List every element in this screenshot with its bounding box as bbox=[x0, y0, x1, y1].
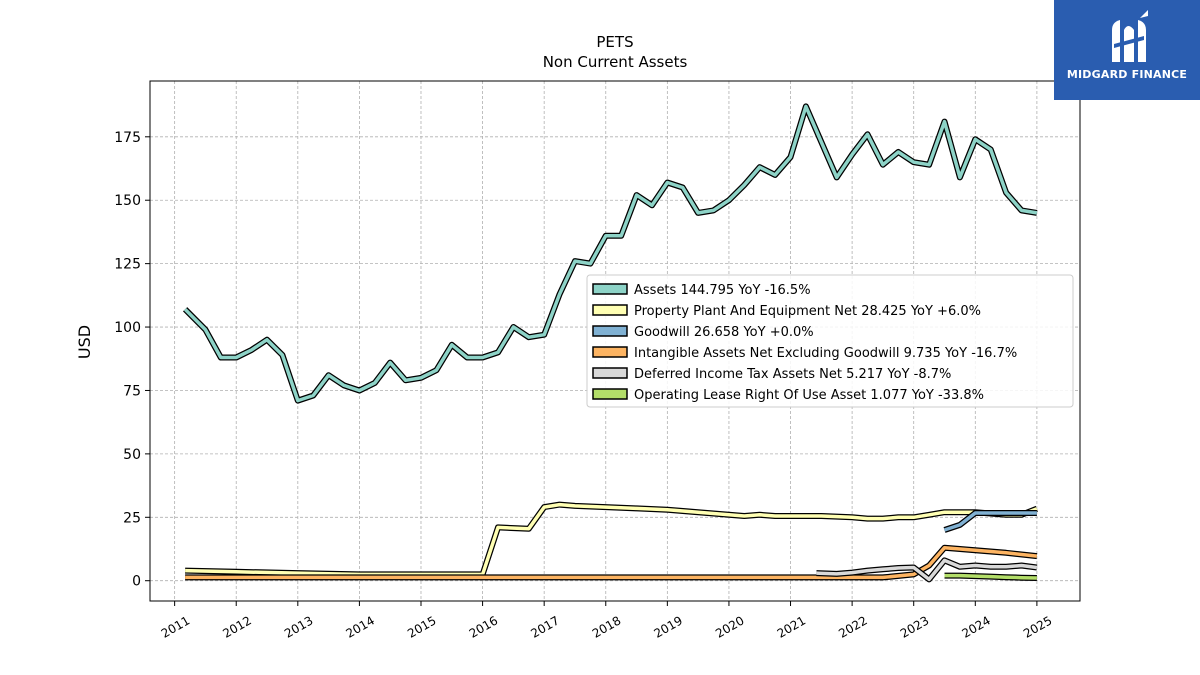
y-axis-label: USD bbox=[75, 325, 94, 359]
y-tick-label: 75 bbox=[123, 383, 141, 399]
series-line-1 bbox=[185, 501, 1039, 578]
legend-item: Operating Lease Right Of Use Asset 1.077… bbox=[592, 388, 984, 403]
y-tick-label: 100 bbox=[114, 320, 141, 336]
x-tick-label: 2025 bbox=[1021, 613, 1054, 640]
x-tick-label: 2021 bbox=[775, 613, 808, 640]
legend-swatch bbox=[592, 388, 628, 400]
y-tick-label: 50 bbox=[123, 447, 141, 463]
x-tick-label: 2016 bbox=[467, 613, 500, 640]
y-tick-label: 150 bbox=[114, 193, 141, 209]
x-tick-label: 2022 bbox=[836, 613, 869, 640]
legend-label: Deferred Income Tax Assets Net 5.217 YoY… bbox=[634, 367, 951, 382]
x-tick-label: 2017 bbox=[528, 613, 561, 640]
legend-label: Operating Lease Right Of Use Asset 1.077… bbox=[634, 388, 984, 403]
x-tick-label: 2018 bbox=[590, 613, 623, 640]
legend: Assets 144.795 YoY -16.5% Property Plant … bbox=[586, 274, 1074, 408]
y-tick-label: 25 bbox=[123, 510, 141, 526]
legend-item: Intangible Assets Net Excluding Goodwill… bbox=[592, 346, 1017, 361]
legend-swatch bbox=[592, 325, 628, 337]
chart-subtitle: Non Current Assets bbox=[542, 53, 688, 71]
x-axis: 2011 2012 2013 2014 2015 2016 2017 2018 2019 2020… bbox=[159, 601, 1055, 641]
plot-frame bbox=[149, 80, 1081, 602]
legend-item: Property Plant And Equipment Net 28.425 … bbox=[592, 304, 981, 319]
series-line-2 bbox=[943, 510, 1037, 533]
y-tick-label: 125 bbox=[114, 257, 141, 273]
legend-swatch bbox=[592, 367, 628, 379]
y-axis: 0 25 50 75 100 125 150 175 bbox=[114, 130, 150, 590]
midgard-logo-icon bbox=[1112, 10, 1148, 62]
brand-logo: MIDGARD FINANCE bbox=[1054, 0, 1200, 100]
legend-label: Intangible Assets Net Excluding Goodwill… bbox=[634, 346, 1017, 361]
legend-swatch bbox=[592, 346, 628, 358]
x-tick-label: 2019 bbox=[652, 613, 685, 640]
series-line-4 bbox=[816, 557, 1038, 583]
chart-title: PETS bbox=[596, 33, 634, 51]
legend-box bbox=[586, 274, 1074, 408]
legend-label: Property Plant And Equipment Net 28.425 … bbox=[634, 304, 981, 319]
brand-name: MIDGARD FINANCE bbox=[1066, 68, 1188, 81]
y-tick-label: 175 bbox=[114, 130, 141, 146]
x-tick-label: 2011 bbox=[159, 613, 192, 640]
x-tick-label: 2013 bbox=[282, 613, 315, 640]
x-tick-label: 2023 bbox=[898, 613, 931, 640]
y-tick-label: 0 bbox=[132, 574, 141, 590]
series-layer bbox=[182, 103, 1039, 583]
x-tick-label: 2012 bbox=[220, 613, 253, 640]
legend-label: Goodwill 26.658 YoY +0.0% bbox=[634, 325, 814, 340]
legend-swatch bbox=[592, 304, 628, 316]
legend-item: Goodwill 26.658 YoY +0.0% bbox=[592, 325, 814, 340]
x-tick-label: 2014 bbox=[344, 613, 377, 640]
x-tick-label: 2015 bbox=[405, 613, 438, 640]
x-tick-label: 2024 bbox=[959, 613, 992, 640]
series-line-0 bbox=[182, 103, 1038, 404]
series-line-5 bbox=[944, 572, 1037, 581]
legend-item: Deferred Income Tax Assets Net 5.217 YoY… bbox=[592, 367, 951, 382]
x-tick-label: 2020 bbox=[713, 613, 746, 640]
legend-item: Assets 144.795 YoY -16.5% bbox=[592, 283, 811, 298]
series-line-3 bbox=[185, 544, 1038, 581]
legend-swatch bbox=[592, 283, 628, 295]
legend-label: Assets 144.795 YoY -16.5% bbox=[634, 283, 811, 298]
